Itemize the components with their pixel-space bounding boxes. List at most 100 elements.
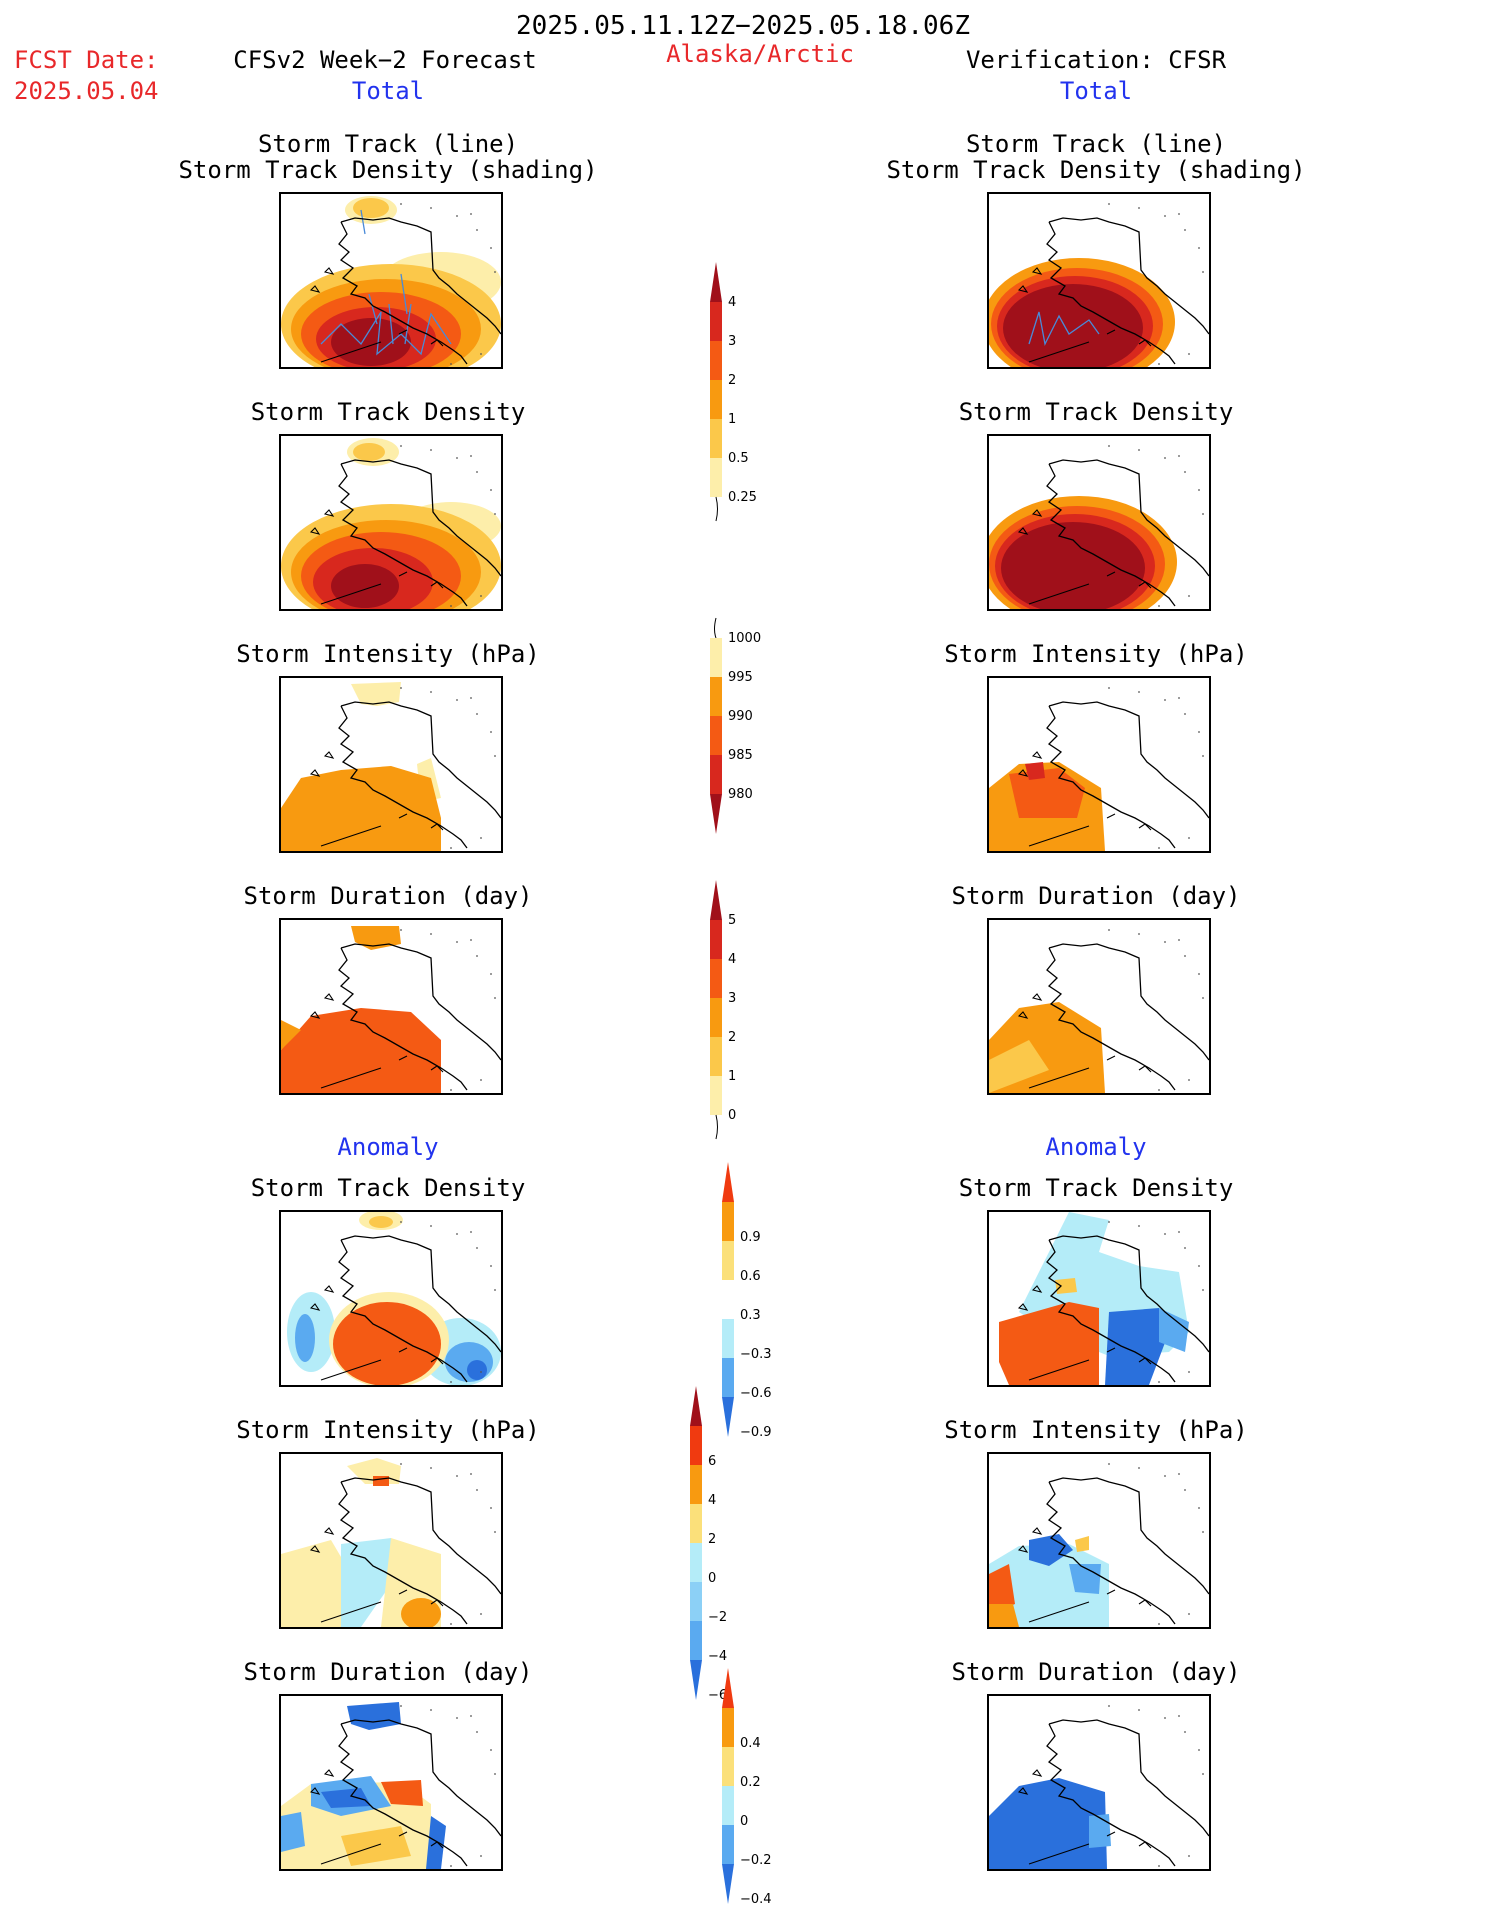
colorbar-anom-duration: 0.4 0.2 0 −0.2 −0.4 xyxy=(722,1668,782,1924)
title-intensity-left: Storm Intensity (hPa) xyxy=(236,640,540,668)
colorbar-tick-label: −2 xyxy=(708,1610,727,1625)
colorbar-tick-label: 985 xyxy=(728,748,753,763)
colorbar-tick-label: 0.3 xyxy=(740,1308,761,1323)
colorbar-tick-label: 990 xyxy=(728,709,753,724)
map-track-right xyxy=(987,192,1211,369)
fcst-date-value: 2025.05.04 xyxy=(14,77,159,105)
colorbar-tick-label: −6 xyxy=(708,1688,727,1703)
map-density-left xyxy=(279,434,503,611)
colorbar-anom-intensity-svg: 6 4 2 0 −2 −4 −6 xyxy=(690,1386,727,1703)
colorbar-tick-label: −4 xyxy=(708,1649,727,1664)
colorbar-tick-label: 0.2 xyxy=(740,1775,761,1790)
title-track-shading-right: Storm Track Density (shading) xyxy=(886,156,1306,184)
colorbar-tick-label: 0.6 xyxy=(740,1269,761,1284)
colorbar-end-bottom xyxy=(722,1397,734,1437)
colorbar-segment xyxy=(710,920,722,959)
colorbar-end-top xyxy=(722,1162,734,1202)
colorbar-segment xyxy=(722,1202,734,1241)
colorbar-segment xyxy=(722,1319,734,1358)
colorbar-tick-label: −0.2 xyxy=(740,1853,772,1868)
map-anom-density-left xyxy=(279,1210,503,1387)
colorbar-segment xyxy=(690,1621,702,1660)
map-duration-right xyxy=(987,918,1211,1095)
colorbar-segment xyxy=(710,302,722,341)
colorbar-segment xyxy=(710,419,722,458)
colorbar-segment xyxy=(710,677,722,716)
colorbar-segment xyxy=(710,998,722,1037)
map-anom-duration-right xyxy=(987,1694,1211,1871)
map-track-right-svg xyxy=(989,203,1209,367)
colorbar-tick-label: 0 xyxy=(728,1108,736,1123)
colorbar-segment xyxy=(710,1037,722,1076)
colorbar-duration: 5 4 3 2 1 0 xyxy=(710,880,770,1140)
title-duration-left: Storm Duration (day) xyxy=(243,882,533,910)
colorbar-anom-density: 0.9 0.6 0.3 −0.3 −0.6 −0.9 xyxy=(722,1162,782,1457)
colorbar-tick-label: 3 xyxy=(728,334,736,349)
fcst-date-label: FCST Date: xyxy=(14,46,159,74)
map-anom-intensity-left-svg xyxy=(281,1458,501,1627)
title-density-right: Storm Track Density xyxy=(958,398,1234,426)
colorbar-segment xyxy=(710,638,722,677)
colorbar-tick-label: 4 xyxy=(728,295,736,310)
colorbar-anom-intensity: 6 4 2 0 −2 −4 −6 xyxy=(690,1386,750,1720)
colorbar-end-top xyxy=(710,262,722,302)
map-density-left-svg xyxy=(281,438,501,609)
map-duration-left-svg xyxy=(281,926,501,1093)
verification-title: Verification: CFSR xyxy=(965,46,1227,74)
map-intensity-right xyxy=(987,676,1211,853)
colorbar-tick-label: 0.5 xyxy=(728,451,749,466)
title-anom-density-right: Storm Track Density xyxy=(958,1174,1234,1202)
colorbar-tick-label: 0.9 xyxy=(740,1230,761,1245)
colorbar-segment xyxy=(722,1358,734,1397)
colorbar-density: 4 3 2 1 0.5 0.25 xyxy=(710,262,770,522)
map-anom-intensity-left xyxy=(279,1452,503,1629)
colorbar-tick-label: 995 xyxy=(728,670,753,685)
map-density-right xyxy=(987,434,1211,611)
map-anom-duration-left-svg xyxy=(281,1702,501,1869)
map-intensity-right-svg xyxy=(989,687,1209,851)
colorbar-segment xyxy=(710,341,722,380)
map-density-right-svg xyxy=(989,445,1209,609)
colorbar-tick-label: 2 xyxy=(708,1532,716,1547)
colorbar-segment xyxy=(722,1825,734,1864)
colorbar-intensity: 1000 995 990 985 980 xyxy=(710,617,770,854)
title-anom-intensity-right: Storm Intensity (hPa) xyxy=(944,1416,1248,1444)
map-duration-right-svg xyxy=(989,929,1209,1093)
anomaly-label-right: Anomaly xyxy=(1045,1133,1147,1161)
colorbar-tick-label: 0 xyxy=(740,1814,748,1829)
colorbar-segment xyxy=(722,1747,734,1786)
colorbar-tick-label: 0.4 xyxy=(740,1736,761,1751)
title-anom-duration-right: Storm Duration (day) xyxy=(951,1658,1241,1686)
colorbar-segment xyxy=(722,1241,734,1280)
colorbar-segment xyxy=(710,716,722,755)
colorbar-tick-label: 2 xyxy=(728,373,736,388)
colorbar-end-top xyxy=(710,880,722,920)
colorbar-tick-label: 1 xyxy=(728,412,736,427)
colorbar-tick-label: 3 xyxy=(728,991,736,1006)
colorbar-tick-label: −0.4 xyxy=(740,1892,772,1907)
map-intensity-left xyxy=(279,676,503,853)
title-anom-density-left: Storm Track Density xyxy=(250,1174,526,1202)
colorbar-end-top xyxy=(722,1668,734,1708)
colorbar-segment xyxy=(690,1504,702,1543)
map-anom-density-left-svg xyxy=(287,1212,501,1385)
colorbar-intensity-svg: 1000 995 990 985 980 xyxy=(710,617,761,834)
colorbar-segment xyxy=(690,1582,702,1621)
anomaly-label-left: Anomaly xyxy=(337,1133,439,1161)
map-track-left xyxy=(279,192,503,369)
region-title: Alaska/Arctic xyxy=(666,40,854,68)
colorbar-segment xyxy=(722,1708,734,1747)
colorbar-tick-label: 980 xyxy=(728,787,753,802)
map-anom-density-right-svg xyxy=(999,1212,1209,1385)
colorbar-duration-svg: 5 4 3 2 1 0 xyxy=(710,880,736,1140)
colorbar-segment xyxy=(690,1465,702,1504)
map-anom-intensity-right xyxy=(987,1452,1211,1629)
title-intensity-right: Storm Intensity (hPa) xyxy=(944,640,1248,668)
map-anom-intensity-right-svg xyxy=(989,1463,1209,1627)
colorbar-tick-label: 0 xyxy=(708,1571,716,1586)
colorbar-tick-label: 1000 xyxy=(728,631,761,646)
colorbar-tick-label: −0.6 xyxy=(740,1386,772,1401)
colorbar-tick-label: −0.3 xyxy=(740,1347,772,1362)
total-label-right: Total xyxy=(1059,77,1133,105)
title-track-line-left: Storm Track (line) xyxy=(257,130,519,158)
